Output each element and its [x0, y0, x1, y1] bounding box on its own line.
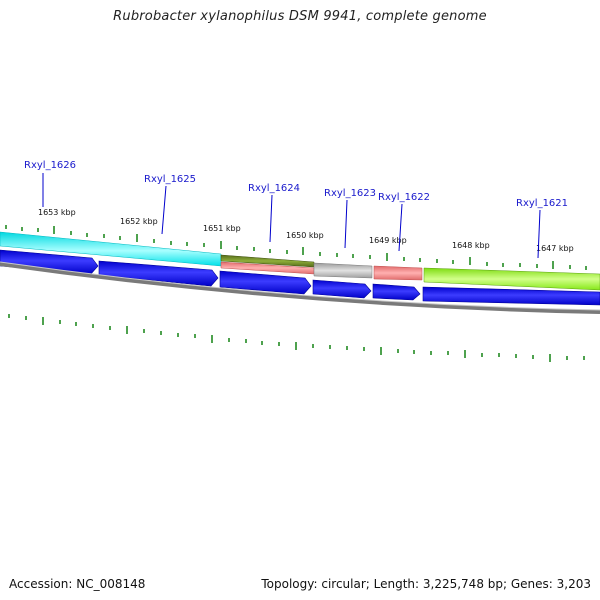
- feature-pink[interactable]: [373, 265, 423, 281]
- scale-ticks-top: [5, 225, 587, 270]
- cds-arrow[interactable]: [98, 260, 219, 287]
- accession-text: Accession: NC_008148: [9, 577, 146, 591]
- kbp-label: 1649 kbp: [369, 236, 407, 245]
- gene-leader-lines: [42, 173, 541, 259]
- cds-arrow[interactable]: [422, 286, 600, 306]
- topology-text: Topology: circular; Length: 3,225,748 bp…: [261, 577, 591, 591]
- gene-label-rxyl-1624[interactable]: Rxyl_1624: [248, 183, 300, 194]
- scale-labels: 1653 kbp 1652 kbp 1651 kbp 1650 kbp 1649…: [38, 208, 574, 253]
- gene-label-rxyl-1622[interactable]: Rxyl_1622: [378, 192, 430, 203]
- cds-arrow[interactable]: [219, 270, 312, 295]
- kbp-label: 1651 kbp: [203, 224, 241, 233]
- cds-arrow[interactable]: [312, 279, 372, 299]
- gene-label-rxyl-1625[interactable]: Rxyl_1625: [144, 174, 196, 185]
- cds-arrow[interactable]: [372, 283, 421, 301]
- scale-ticks-inner: [8, 314, 585, 362]
- genome-backbone: [0, 262, 600, 314]
- kbp-label: 1653 kbp: [38, 208, 76, 217]
- map-title: Rubrobacter xylanophilus DSM 9941, compl…: [113, 9, 487, 24]
- kbp-label: 1652 kbp: [120, 217, 158, 226]
- genome-backbone-highlight: [0, 261, 600, 311]
- gene-label-rxyl-1621[interactable]: Rxyl_1621: [516, 198, 568, 209]
- gene-label-rxyl-1626[interactable]: Rxyl_1626: [24, 160, 76, 171]
- kbp-label: 1650 kbp: [286, 231, 324, 240]
- kbp-label: 1648 kbp: [452, 241, 490, 250]
- feature-track: [0, 231, 600, 291]
- kbp-label: 1647 kbp: [536, 244, 574, 253]
- gene-label-rxyl-1623[interactable]: Rxyl_1623: [324, 188, 376, 199]
- feature-gray[interactable]: [313, 262, 373, 279]
- feature-lime[interactable]: [423, 267, 600, 291]
- gene-labels: Rxyl_1626 Rxyl_1625 Rxyl_1624 Rxyl_1623 …: [24, 160, 568, 209]
